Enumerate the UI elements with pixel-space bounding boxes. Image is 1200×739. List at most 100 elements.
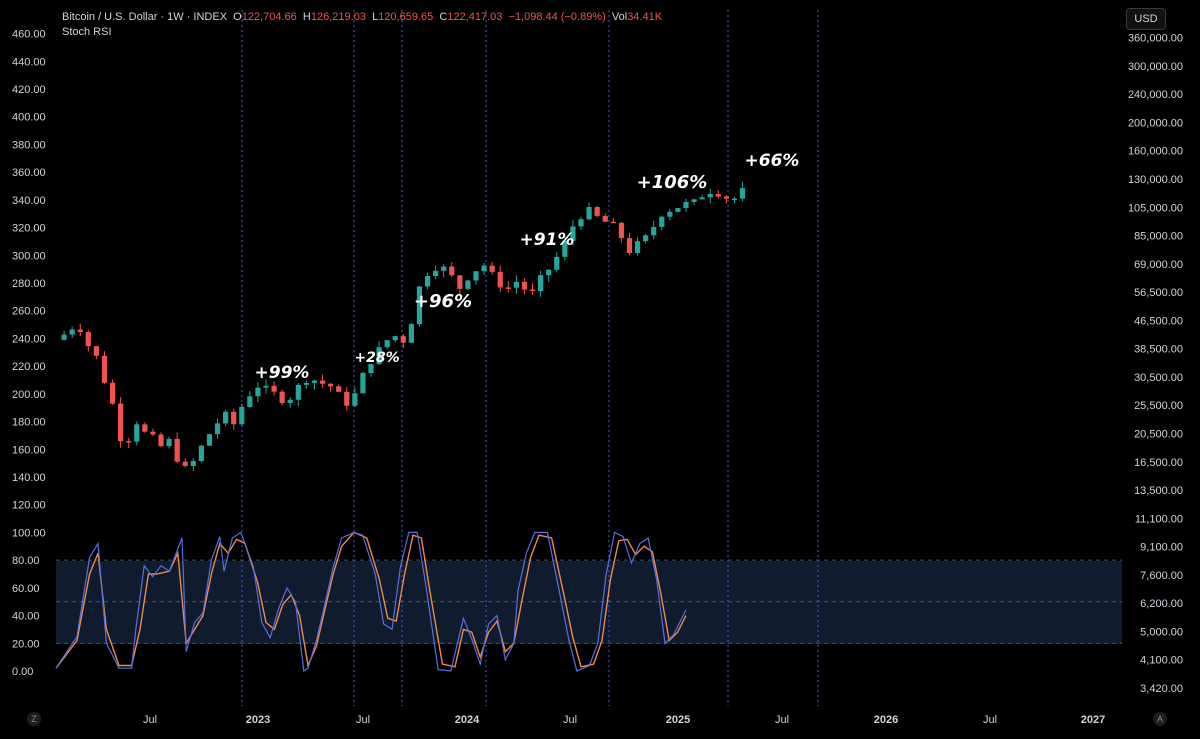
candle-up	[134, 424, 140, 442]
candle-down	[319, 380, 326, 384]
cycle-gain-annotation: +96%	[414, 291, 472, 312]
left-axis-tick: 80.00	[12, 555, 40, 567]
high-value: 126,219.03	[310, 11, 366, 23]
left-axis-tick: 100.00	[12, 527, 46, 539]
right-axis-tick: 56,500.00	[1134, 287, 1183, 299]
candle-up	[247, 396, 253, 407]
candle-up	[376, 347, 382, 365]
time-axis-tick: 2027	[1081, 714, 1105, 726]
time-axis-tick: Jul	[983, 714, 997, 726]
candle-up	[206, 434, 213, 446]
stoch-k-line	[55, 531, 687, 673]
candle-down	[626, 238, 633, 253]
candle-up	[578, 219, 584, 227]
cycle-gain-annotation: +99%	[255, 363, 310, 383]
candle-down	[93, 346, 99, 356]
candle-down	[489, 265, 495, 272]
left-axis-tick: 300.00	[12, 250, 46, 262]
right-axis-tick: 46,500.00	[1134, 315, 1183, 327]
left-axis-tick: 0.00	[12, 666, 33, 678]
left-axis-tick: 140.00	[12, 472, 46, 484]
low-label: L	[372, 11, 379, 23]
candle-down	[602, 215, 608, 222]
candle-down	[328, 383, 334, 387]
right-axis-tick: 9,100.00	[1140, 542, 1183, 554]
right-axis-tick: 69,000.00	[1134, 259, 1183, 271]
right-axis-tick: 11,100.00	[1135, 513, 1183, 525]
volume-label: Vol	[611, 11, 628, 23]
right-axis-tick: 300,000.00	[1128, 61, 1183, 73]
candle-down	[715, 193, 721, 197]
candle-down	[142, 424, 148, 432]
candle-down	[271, 385, 277, 392]
candle-up	[473, 271, 479, 281]
right-axis-tick: 5,000.00	[1140, 626, 1183, 638]
candles	[61, 181, 746, 472]
time-axis-tick: Jul	[143, 714, 157, 726]
right-axis-tick: 38,500.00	[1134, 344, 1183, 356]
left-axis-tick: 280.00	[12, 278, 46, 290]
right-axis-tick: 200,000.00	[1128, 117, 1183, 129]
left-axis-tick: 240.00	[12, 333, 46, 345]
left-axis-tick: 420.00	[12, 84, 46, 96]
cycle-gain-annotation: +66%	[745, 151, 800, 171]
left-axis-tick: 380.00	[12, 139, 46, 151]
candle-up	[352, 393, 358, 406]
low-value: 120,659.65	[378, 11, 434, 23]
candle-up	[416, 286, 423, 325]
candle-down	[497, 271, 503, 288]
time-axis-tick: 2026	[874, 714, 898, 726]
candle-down	[529, 289, 536, 292]
candle-up	[546, 269, 552, 276]
time-axis-tick: 2023	[246, 714, 270, 726]
stoch-d-line	[55, 531, 687, 669]
left-axis-tick: 440.00	[12, 56, 46, 68]
candle-down	[150, 431, 156, 435]
candle-down	[109, 382, 116, 404]
candle-up	[667, 211, 673, 217]
time-axis-tick: Jul	[563, 714, 577, 726]
right-axis-tick: 360,000.00	[1128, 33, 1183, 45]
candle-up	[368, 364, 374, 373]
candle-down	[610, 221, 616, 224]
change-value: −1,098.44 (−0.89%)	[508, 11, 606, 23]
left-axis-tick: 20.00	[12, 638, 40, 650]
currency-button[interactable]: USD	[1126, 8, 1166, 30]
left-axis-tick: 180.00	[12, 417, 46, 429]
candle-down	[118, 403, 124, 442]
indicator-label: Stoch RSI	[62, 26, 112, 38]
auto-scale-icon[interactable]: A	[1153, 712, 1167, 726]
left-axis-tick: 260.00	[12, 306, 46, 318]
right-axis-tick: 3,420.00	[1140, 683, 1183, 695]
candle-up	[651, 226, 657, 236]
right-axis-tick: 240,000.00	[1128, 89, 1183, 101]
candle-up	[61, 334, 67, 340]
candle-up	[513, 281, 519, 288]
cycle-annotations: +99% +28% +96% +91% +106% +66%	[255, 151, 800, 383]
candle-up	[303, 382, 309, 385]
candle-up	[166, 438, 172, 447]
candle-down	[618, 222, 624, 239]
candle-up	[554, 256, 560, 270]
volume-value: 34.41K	[627, 11, 663, 23]
right-axis-tick: 16,500.00	[1134, 457, 1183, 469]
candle-up	[586, 207, 592, 220]
candle-up	[287, 399, 293, 403]
zoom-reset-icon[interactable]: Z	[27, 712, 41, 726]
candle-up	[691, 199, 697, 203]
candle-up	[239, 406, 245, 425]
candle-down	[101, 355, 108, 383]
stoch-rsi-lines	[55, 531, 687, 673]
candle-down	[457, 275, 463, 289]
candle-up	[683, 202, 689, 209]
candle-up	[263, 385, 269, 388]
candle-up	[433, 270, 439, 277]
candle-up	[214, 423, 221, 435]
time-axis-tick: Jul	[356, 714, 370, 726]
right-axis-tick: 7,600.00	[1140, 570, 1183, 582]
candle-up	[634, 241, 641, 253]
cycle-divider-lines	[241, 10, 819, 706]
candle-down	[231, 411, 237, 425]
candle-up	[392, 336, 398, 341]
